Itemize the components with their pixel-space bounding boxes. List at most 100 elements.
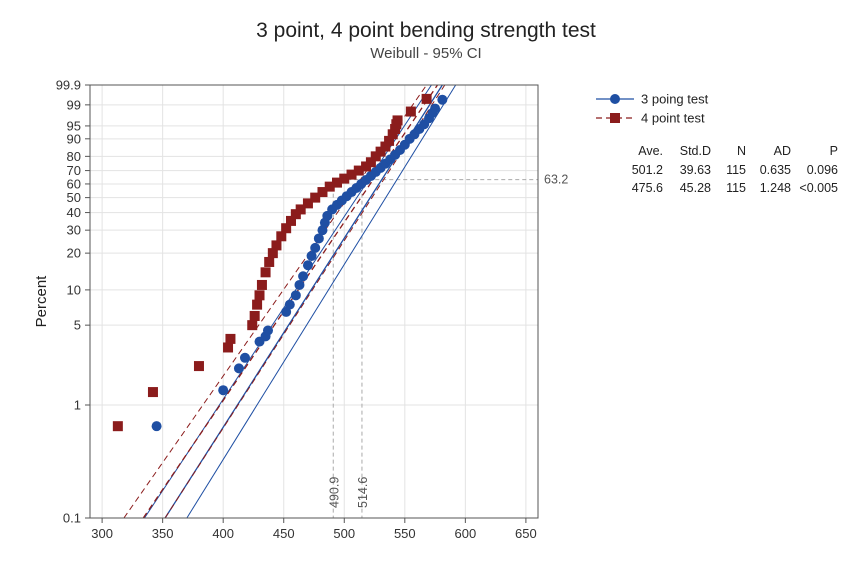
y-tick-label: 50 — [67, 190, 81, 205]
legend-label: 4 point test — [641, 111, 705, 126]
data-point-4-point — [346, 169, 357, 180]
data-point-4-point — [392, 115, 403, 126]
stats-cell: 475.6 — [632, 181, 663, 195]
y-tick-label: 5 — [74, 318, 81, 333]
stats-cell: 1.248 — [760, 181, 791, 195]
data-point-4-point — [271, 240, 282, 251]
data-point-3-point — [262, 325, 273, 336]
ci-lower-line — [164, 84, 446, 519]
data-point-4-point — [384, 135, 395, 146]
data-point-4-point — [302, 198, 313, 209]
data-point-3-point — [290, 290, 301, 301]
y-tick-label: 0.1 — [63, 511, 81, 526]
data-point-3-point — [430, 103, 441, 114]
data-point-4-point — [254, 290, 265, 301]
legend-marker-square — [610, 113, 620, 123]
reference-x-label: 514.6 — [356, 477, 370, 508]
stats-cell: 115 — [726, 163, 746, 177]
data-point-4-point — [324, 181, 335, 192]
data-point-4-point — [260, 267, 271, 278]
x-tick-label: 400 — [212, 526, 234, 541]
data-point-4-point — [387, 129, 398, 140]
y-tick-label: 99.9 — [56, 78, 81, 93]
data-point-3-point — [284, 299, 295, 310]
y-tick-label: 40 — [67, 205, 81, 220]
x-tick-label: 500 — [333, 526, 355, 541]
grid — [90, 84, 538, 519]
x-tick-label: 300 — [91, 526, 113, 541]
y-tick-label: 70 — [67, 163, 81, 178]
chart-subtitle: Weibull - 95% CI — [370, 45, 481, 62]
data-point-4-point — [353, 165, 364, 176]
x-tick-label: 650 — [515, 526, 537, 541]
plot-area-frame — [89, 84, 539, 519]
data-point-4-point — [112, 421, 123, 432]
y-tick-label: 30 — [67, 223, 81, 238]
ci-lower-line — [186, 84, 457, 519]
data-point-4-point — [267, 248, 278, 259]
x-tick-label: 550 — [394, 526, 416, 541]
y-axis-label: Percent — [33, 275, 50, 328]
data-point-3-point — [310, 242, 321, 253]
y-tick-label: 1 — [74, 397, 81, 412]
data-point-4-point — [332, 177, 343, 188]
data-point-3-point — [218, 385, 229, 396]
data-point-4-point — [380, 141, 391, 152]
reference-lines: 63.2 490.9 514.6 — [327, 173, 568, 518]
data-point-3-point — [298, 271, 309, 282]
data-point-4-point — [249, 310, 260, 321]
stats-header: Ave. — [638, 144, 663, 158]
x-tick-label: 600 — [454, 526, 476, 541]
reference-percent-label: 63.2 — [544, 173, 568, 187]
y-tick-label: 20 — [67, 246, 81, 261]
stats-cell: 39.63 — [680, 163, 711, 177]
data-point-4-point — [317, 187, 328, 198]
data-point-4-point — [339, 173, 350, 184]
data-point-3-point — [306, 250, 317, 261]
data-point-4-point — [281, 223, 292, 234]
stats-cell: 0.096 — [807, 163, 838, 177]
data-point-4-point — [264, 256, 275, 267]
data-point-3-point — [151, 421, 162, 432]
stats-cell: 0.635 — [760, 163, 791, 177]
y-tick-label: 10 — [67, 282, 81, 297]
y-tick-label: 80 — [67, 149, 81, 164]
data-point-3-point — [233, 363, 244, 374]
stats-header: P — [830, 144, 838, 158]
data-point-4-point — [310, 192, 321, 203]
reference-x-label: 490.9 — [327, 477, 341, 508]
data-point-4-point — [147, 387, 158, 398]
axis-ticks: 300 350 400 450 500 550 600 650 0.1 1 5 10 20 30 40506… — [56, 78, 537, 542]
y-tick-label: 90 — [67, 131, 81, 146]
legend-marker-circle — [610, 94, 620, 104]
y-tick-label: 60 — [67, 176, 81, 191]
data-point-4-point — [247, 320, 258, 331]
data-point-3-point — [239, 352, 250, 363]
stats-cell: <0.005 — [799, 181, 838, 195]
stats-table: Ave. Std.D N AD P 501.2 39.63 115 0.635 0.096 475.… — [632, 144, 838, 195]
x-tick-label: 450 — [273, 526, 295, 541]
data-point-4-point — [225, 333, 236, 344]
stats-cell: 501.2 — [632, 163, 663, 177]
stats-cell: 45.28 — [680, 181, 711, 195]
data-point-3-point — [313, 233, 324, 244]
y-tick-label: 95 — [67, 118, 81, 133]
data-point-4-point — [276, 231, 287, 242]
data-point-4-point — [252, 299, 263, 310]
legend-label: 3 poing test — [641, 92, 709, 107]
data-point-4-point — [223, 342, 234, 353]
data-point-4-point — [365, 157, 376, 168]
data-points — [112, 93, 448, 432]
stats-header: N — [737, 144, 746, 158]
data-point-3-point — [437, 94, 448, 105]
data-point-3-point — [302, 260, 313, 271]
stats-cell: 115 — [726, 181, 746, 195]
x-tick-label: 350 — [152, 526, 174, 541]
data-point-4-point — [193, 361, 204, 372]
data-point-4-point — [256, 279, 267, 290]
data-point-3-point — [294, 279, 305, 290]
data-point-4-point — [405, 106, 416, 117]
chart-title: 3 point, 4 point bending strength test — [256, 19, 596, 42]
y-tick-label: 99 — [67, 97, 81, 112]
data-point-4-point — [285, 215, 296, 226]
